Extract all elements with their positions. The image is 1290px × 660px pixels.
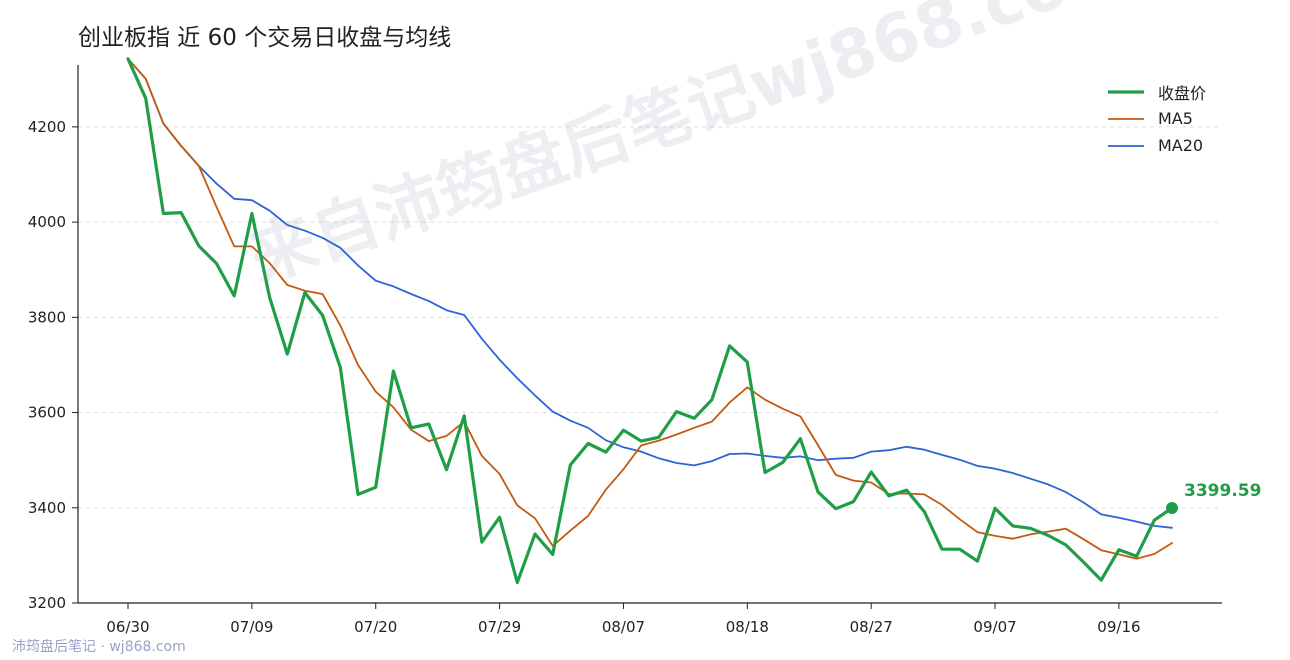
chart-title: 创业板指 近 60 个交易日收盘与均线 [78,25,452,51]
x-tick-label: 07/29 [478,618,521,636]
legend-label-ma5: MA5 [1158,109,1193,128]
x-tick-label: 06/30 [106,618,149,636]
last-value-label: 3399.59 [1184,481,1261,501]
legend-swatch-close [1108,89,1144,94]
x-tick-label: 08/18 [726,618,769,636]
axes [72,65,1222,609]
series-line-ma5 [127,57,1173,560]
x-tick-label: 08/07 [602,618,645,636]
series-line-ma20 [127,57,1173,529]
legend-item-close: 收盘价 [1108,78,1206,105]
x-tick-label: 09/07 [973,618,1016,636]
legend-label-close: 收盘价 [1158,83,1207,103]
y-tick-label: 4200 [28,118,66,136]
y-tick-label: 3400 [28,499,66,517]
series-line-close [126,57,1174,585]
legend-item-ma5: MA5 [1108,105,1206,132]
x-tick-labels: 06/30 07/09 07/20 07/29 08/07 08/18 08/27 09/07… [106,618,1140,636]
legend-item-ma20: MA20 [1108,132,1206,159]
legend-swatch-ma5 [1108,117,1144,120]
legend: 收盘价 MA5 MA20 [1108,78,1206,159]
y-tick-labels: 3200 3400 3600 3800 4000 4200 [28,118,66,612]
legend-label-ma20: MA20 [1158,136,1204,155]
legend-swatch-ma20 [1108,144,1144,147]
y-tick-label: 3200 [28,594,66,612]
x-tick-label: 07/20 [354,618,397,636]
y-tick-label: 3600 [28,404,66,422]
y-tick-label: 4000 [28,213,66,231]
last-point-marker [1166,501,1178,514]
x-tick-label: 07/09 [230,618,273,636]
x-tick-label: 08/27 [850,618,893,636]
y-tick-label: 3800 [28,308,66,326]
series-lines [126,57,1174,585]
last-point-marker-group: 3399.59 [1166,481,1261,514]
x-tick-label: 09/16 [1097,618,1140,636]
footer-watermark: 沛筠盘后笔记 · wj868.com [12,639,186,655]
